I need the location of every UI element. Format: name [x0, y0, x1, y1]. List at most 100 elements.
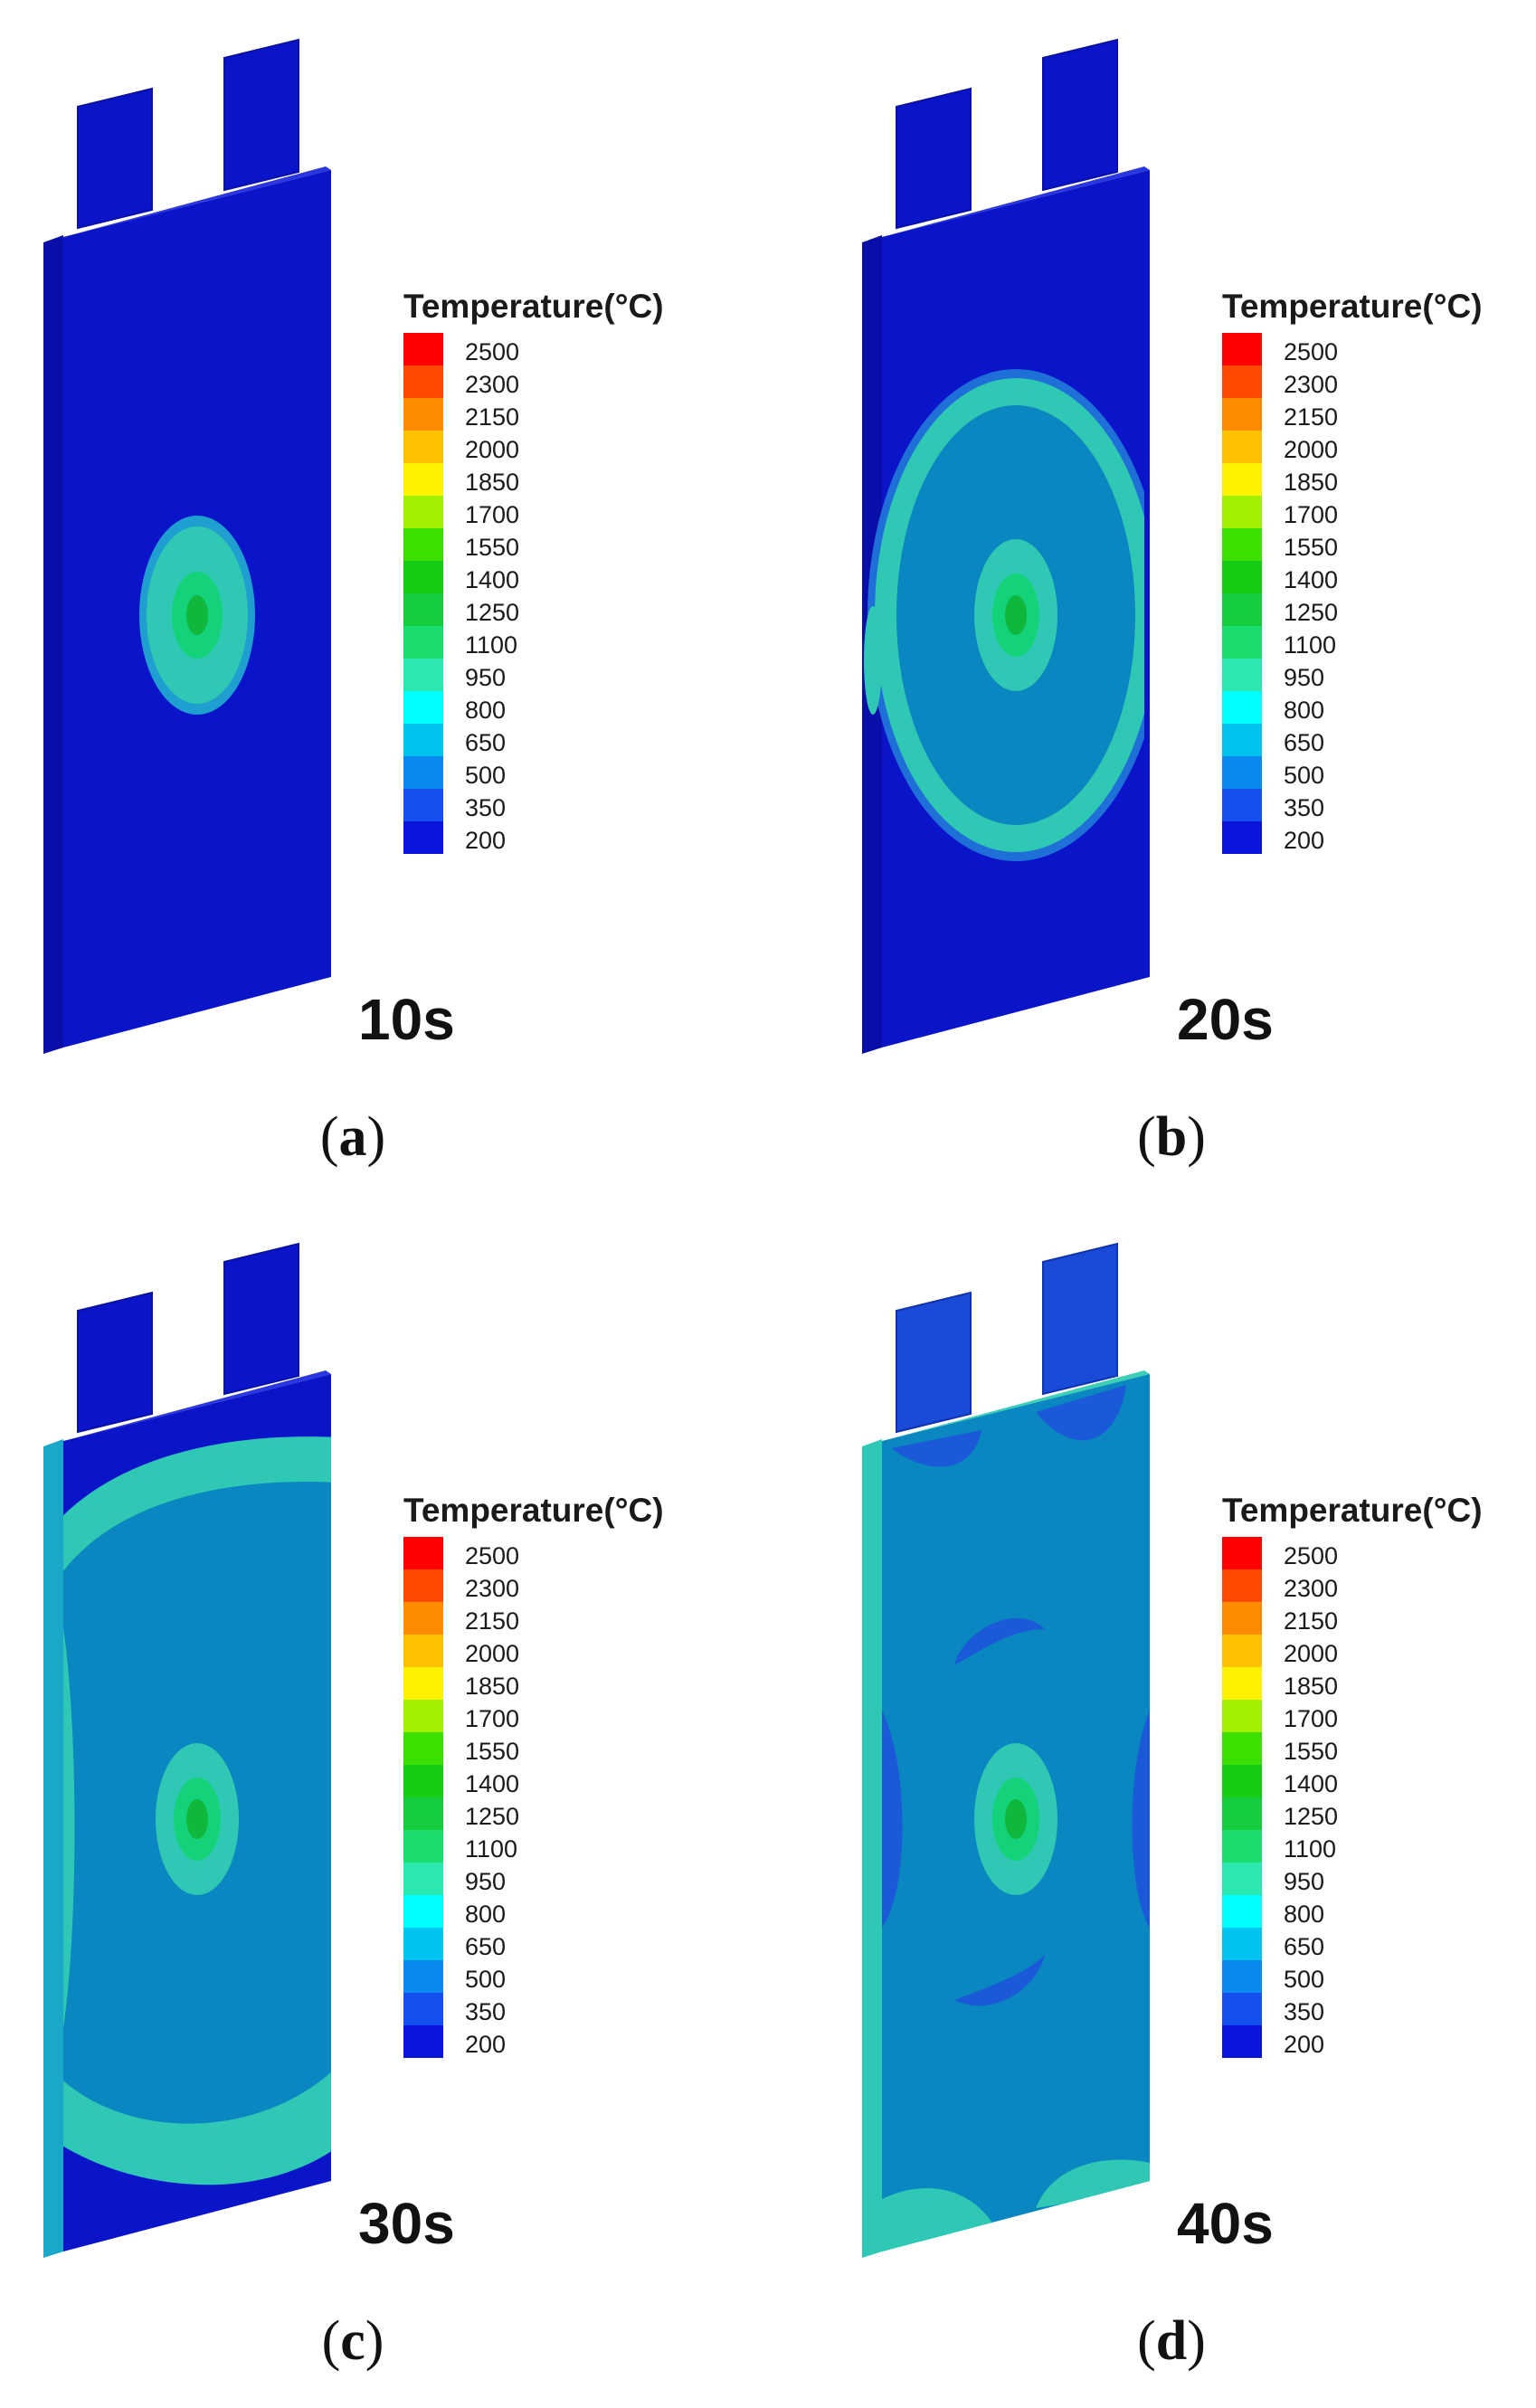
legend-swatch	[403, 1667, 443, 1700]
caption-letter: b	[1155, 1106, 1188, 1168]
legend-tick-label: 200	[1284, 827, 1325, 854]
legend-tick-label: 500	[465, 762, 507, 789]
legend-swatch	[1222, 2025, 1262, 2058]
temperature-legend: Temperature(°C) 2500 2300 2150 2000 1850 1700…	[1222, 288, 1536, 854]
tab-left	[896, 87, 972, 230]
legend-swatch	[403, 1700, 443, 1732]
heat-hotspot	[186, 1799, 208, 1839]
legend-swatch	[1222, 333, 1262, 365]
legend-tick-label: 1250	[465, 1803, 520, 1830]
tab-right	[1042, 38, 1118, 192]
panel-caption: (b)	[1137, 1106, 1206, 1168]
caption-letter: a	[338, 1106, 367, 1168]
legend-tick-label: 2000	[465, 436, 520, 463]
legend-tick-label: 1550	[1284, 1738, 1339, 1765]
cell-side	[43, 1439, 63, 2258]
cool-crescent-lower	[954, 1955, 1045, 2006]
legend-tick-label: 950	[1284, 1868, 1325, 1895]
legend-swatch	[403, 1602, 443, 1635]
cell-side	[43, 235, 63, 1054]
legend-swatch	[1222, 1895, 1262, 1928]
tab-right	[223, 1242, 299, 1396]
legend-swatch	[403, 1993, 443, 2025]
legend-swatch	[1222, 1537, 1262, 1569]
legend-swatch	[403, 1960, 443, 1993]
legend-swatch	[1222, 561, 1262, 593]
legend-swatch	[1222, 1797, 1262, 1830]
legend-tick-label: 650	[465, 1933, 507, 1960]
tab-right	[223, 38, 299, 192]
legend-swatch	[403, 333, 443, 365]
legend-tick-label: 1400	[465, 1770, 520, 1797]
legend-swatch	[403, 659, 443, 691]
legend-tick-label: 1550	[465, 534, 520, 561]
legend-title: Temperature(°C)	[403, 288, 664, 325]
legend-tick-label: 2300	[465, 1575, 520, 1602]
legend-tick-label: 1100	[1284, 1835, 1337, 1863]
legend-swatch	[403, 561, 443, 593]
tab-left	[896, 1291, 972, 1434]
time-label: 10s	[358, 987, 455, 1052]
battery-thermal-map-c	[43, 1242, 331, 2258]
legend-tick-label: 650	[465, 729, 507, 756]
legend-swatch	[1222, 724, 1262, 756]
legend-tick-label: 950	[1284, 664, 1325, 691]
legend-swatch	[1222, 593, 1262, 626]
legend-swatch	[403, 756, 443, 789]
legend-tick-label: 1250	[1284, 599, 1339, 626]
legend-swatch	[403, 1537, 443, 1569]
legend-tick-label: 1400	[465, 566, 520, 593]
caption-letter: c	[340, 2310, 365, 2372]
legend-scale: 2500 2300 2150 2000 1850 1700 1550 1400 1250 1100…	[1222, 1537, 1536, 2058]
tab-left	[77, 1291, 153, 1434]
cell-side	[862, 1439, 882, 2258]
legend-swatch	[1222, 1569, 1262, 1602]
legend-tick-label: 350	[1284, 1998, 1325, 2025]
legend-tick-label: 500	[465, 1966, 507, 1993]
legend-swatch	[403, 463, 443, 496]
legend-tick-label: 2150	[1284, 1607, 1339, 1635]
legend-swatch	[403, 1797, 443, 1830]
legend-tick-label: 800	[465, 697, 507, 724]
legend-tick-label: 1400	[1284, 566, 1339, 593]
legend-tick-label: 1850	[465, 469, 520, 496]
legend-swatch	[1222, 789, 1262, 821]
cool-crescent-upper	[954, 1617, 1045, 1665]
legend-title: Temperature(°C)	[1222, 1492, 1483, 1529]
panel-caption: (a)	[319, 1106, 386, 1168]
side-hotspot	[864, 606, 882, 715]
legend-tick-label: 800	[1284, 1901, 1325, 1928]
legend-tick-label: 2150	[465, 1607, 520, 1635]
warm-patch-bottom-right	[1036, 2159, 1150, 2208]
legend-tick-label: 950	[465, 664, 507, 691]
legend-tick-label: 2000	[1284, 1640, 1339, 1667]
temperature-legend: Temperature(°C) 2500 2300 2150 2000 1850 1700…	[403, 288, 765, 854]
legend-tick-label: 650	[1284, 1933, 1325, 1960]
legend-swatch	[403, 365, 443, 398]
legend-swatch	[1222, 756, 1262, 789]
legend-tick-label: 500	[1284, 1966, 1325, 1993]
legend-tick-label: 1850	[1284, 1673, 1339, 1700]
legend-title: Temperature(°C)	[403, 1492, 664, 1529]
legend-tick-label: 1100	[465, 1835, 518, 1863]
cell-top	[43, 166, 331, 242]
temperature-legend: Temperature(°C) 2500 2300 2150 2000 1850 1700…	[1222, 1492, 1536, 2058]
time-label: 40s	[1177, 2191, 1274, 2256]
cool-patch-top-left	[891, 1430, 981, 1467]
temperature-legend: Temperature(°C) 2500 2300 2150 2000 1850 1700…	[403, 1492, 765, 2058]
legend-swatch	[403, 2025, 443, 2058]
panel-a: Temperature(°C) 2500 2300 2150 2000 1850 1700…	[0, 0, 768, 1204]
tab-left	[77, 87, 153, 230]
cool-patch-top-right	[1036, 1385, 1126, 1441]
heat-hotspot	[1005, 1799, 1027, 1839]
legend-tick-label: 350	[1284, 794, 1325, 821]
legend-tick-label: 800	[465, 1901, 507, 1928]
legend-swatch	[1222, 659, 1262, 691]
legend-swatch	[1222, 398, 1262, 431]
time-label: 30s	[358, 2191, 455, 2256]
legend-scale: 2500 2300 2150 2000 1850 1700 1550 1400 1250 1100…	[1222, 333, 1536, 854]
legend-swatch	[1222, 463, 1262, 496]
legend-scale: 2500 2300 2150 2000 1850 1700 1550 1400 1250 1100…	[403, 1537, 765, 2058]
cool-patch-right	[1132, 1711, 1150, 1928]
legend-tick-label: 500	[1284, 762, 1325, 789]
